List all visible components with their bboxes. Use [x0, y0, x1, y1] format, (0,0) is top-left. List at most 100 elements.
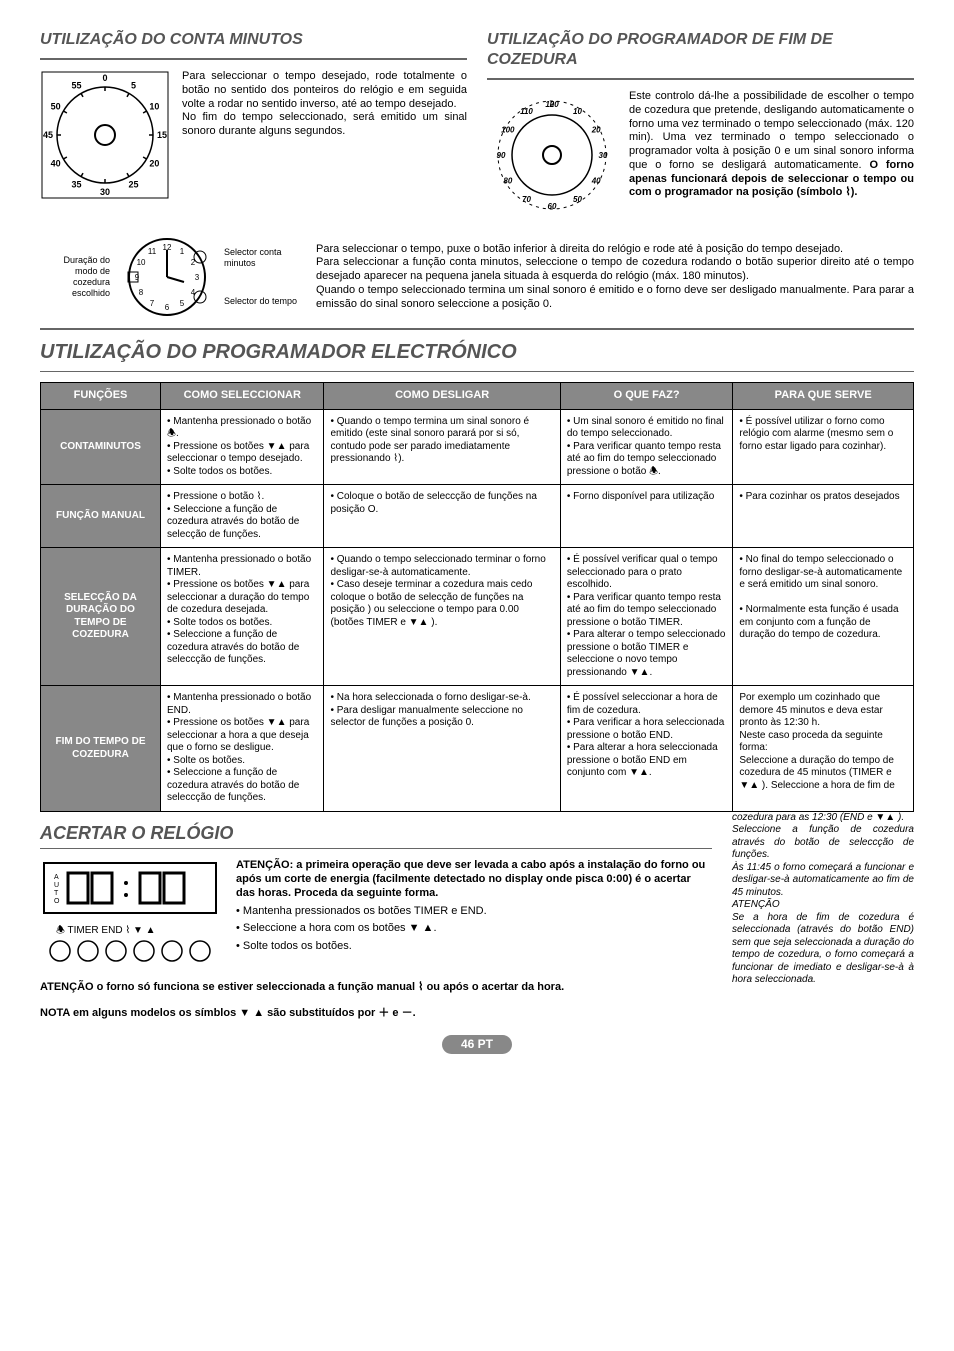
digital-display-icon: A U T O 🕭 TIMER END ⌇ ▼ ▲	[40, 859, 220, 969]
svg-text:8: 8	[139, 288, 144, 297]
svg-text:100: 100	[501, 126, 515, 135]
svg-text:120: 120	[545, 100, 559, 109]
table-cell: • É possível seleccionar a hora de fim d…	[560, 686, 733, 812]
table-cell: • Pressione o botão ⌇.• Seleccione a fun…	[161, 485, 324, 548]
table-cell: • Um sinal sonoro é emitido no final do …	[560, 409, 733, 485]
table-cell: • Mantenha pressionado o botão 🕭.• Press…	[161, 409, 324, 485]
svg-text:T: T	[54, 890, 59, 897]
bullet-item: • Mantenha pressionados os botões TIMER …	[236, 905, 712, 919]
page-number: 46 PT	[442, 1035, 512, 1054]
divider	[40, 58, 467, 60]
table-cell: • Na hora seleccionada o forno desligar-…	[324, 686, 560, 812]
svg-text:7: 7	[150, 299, 155, 308]
table-cell: • Mantenha pressionado o botão TIMER.• P…	[161, 548, 324, 686]
note-symbols: NOTA em alguns modelos os símblos ▼ ▲ sã…	[40, 1007, 712, 1021]
clock-right-labels: Selector conta minutos Selector do tempo	[224, 247, 304, 307]
lower-grid: ACERTAR O RELÓGIO A U T O 🕭 TIMER END ⌇ …	[40, 812, 914, 1021]
table-cell: • Mantenha pressionado o botão END.• Pre…	[161, 686, 324, 812]
svg-text:10: 10	[137, 258, 146, 267]
svg-text:🕭 TIMER END ⌇ ▼ ▲: 🕭 TIMER END ⌇ ▼ ▲	[56, 925, 156, 936]
table-func-cell: FIM DO TEMPO DE COZEDURA	[41, 686, 161, 812]
table-cell: • É possível verificar qual o tempo sele…	[560, 548, 733, 686]
analog-clock-icon: 123456789101112	[122, 232, 212, 322]
bullet-item: • Solte todos os botões.	[236, 940, 712, 954]
clock-left-label: Duração do modo de cozedura escolhido	[40, 255, 110, 300]
text-fim-cozedura: Este controlo dá-lhe a possibilidade de …	[629, 90, 914, 220]
dial-minutes-icon: 0 5 10 15 20 25 30 35 40 45 50 55	[40, 70, 170, 200]
title-fim-cozedura: UTILIZAÇÃO DO PROGRAMADOR DE FIM DE COZE…	[487, 30, 914, 70]
table-cell: • É possível utilizar o forno como relóg…	[733, 409, 914, 485]
svg-text:50: 50	[573, 195, 582, 204]
svg-text:9: 9	[135, 273, 140, 282]
svg-text:15: 15	[157, 130, 167, 140]
svg-text:60: 60	[548, 202, 557, 211]
clock-set-lead: ATENÇÃO: a primeira operação que deve se…	[236, 859, 712, 900]
svg-text:20: 20	[591, 126, 601, 135]
bullet-item: • Seleccione a hora com os botões ▼ ▲.	[236, 922, 712, 936]
svg-text:35: 35	[71, 179, 81, 189]
clock-diagram-row: Duração do modo de cozedura escolhido 12…	[40, 232, 914, 322]
svg-text:55: 55	[71, 81, 81, 91]
svg-text:40: 40	[591, 177, 601, 186]
svg-text:11: 11	[148, 247, 157, 256]
right-continuation-note: cozedura para as 12:30 (END e ▼▲ ).Selec…	[724, 812, 914, 1021]
table-row: CONTAMINUTOS• Mantenha pressionado o bot…	[41, 409, 914, 485]
svg-text:O: O	[54, 898, 60, 905]
svg-text:6: 6	[165, 303, 170, 312]
table-cell: Por exemplo um cozinhado que demore 45 m…	[733, 686, 914, 812]
svg-text:A: A	[54, 874, 59, 881]
lower-left-col: ACERTAR O RELÓGIO A U T O 🕭 TIMER END ⌇ …	[40, 812, 712, 1021]
svg-text:80: 80	[503, 177, 512, 186]
divider	[40, 848, 712, 849]
warn-manual-function: ATENÇÃO o forno só funciona se estiver s…	[40, 981, 712, 995]
svg-text:U: U	[54, 882, 59, 889]
top-row: UTILIZAÇÃO DO CONTA MINUTOS 0 5 10 15 20 25 30…	[40, 30, 914, 220]
divider	[40, 328, 914, 330]
table-func-cell: CONTAMINUTOS	[41, 409, 161, 485]
table-header: PARA QUE SERVE	[733, 383, 914, 410]
clock-paragraph: Para seleccionar o tempo, puxe o botão i…	[316, 243, 914, 312]
title-conta-minutos: UTILIZAÇÃO DO CONTA MINUTOS	[40, 30, 467, 50]
svg-text:4: 4	[191, 288, 196, 297]
table-row: FUNÇÃO MANUAL• Pressione o botão ⌇.• Sel…	[41, 485, 914, 548]
text-conta-minutos: Para seleccionar o tempo desejado, rode …	[182, 70, 467, 200]
table-cell: • Coloque o botão de seleccção de funçõe…	[324, 485, 560, 548]
dial-end-icon: 0102030405060708090100110120	[487, 90, 617, 220]
warn1-text: ATENÇÃO o forno só funciona se estiver s…	[40, 981, 564, 993]
svg-text:30: 30	[599, 151, 608, 160]
table-func-cell: FUNÇÃO MANUAL	[41, 485, 161, 548]
table-cell: • No final do tempo seleccionado o forno…	[733, 548, 914, 686]
table-cell: • Quando o tempo seleccionado terminar o…	[324, 548, 560, 686]
timer-block-right: 0102030405060708090100110120 Este contro…	[487, 90, 914, 220]
svg-text:30: 30	[100, 187, 110, 197]
col-conta-minutos: UTILIZAÇÃO DO CONTA MINUTOS 0 5 10 15 20 25 30…	[40, 30, 467, 220]
divider	[487, 78, 914, 80]
svg-text:20: 20	[149, 159, 159, 169]
table-header: COMO DESLIGAR	[324, 383, 560, 410]
label-selector-tempo: Selector do tempo	[224, 296, 304, 307]
svg-text:25: 25	[128, 179, 138, 189]
table-row: SELECÇÃO DA DURAÇÃO DO TEMPO DE COZEDURA…	[41, 548, 914, 686]
svg-text:50: 50	[51, 102, 61, 112]
table-header: FUNÇÕES	[41, 383, 161, 410]
title-acertar-relogio: ACERTAR O RELÓGIO	[40, 822, 712, 845]
col-fim-cozedura: UTILIZAÇÃO DO PROGRAMADOR DE FIM DE COZE…	[487, 30, 914, 220]
clock-set-row: A U T O 🕭 TIMER END ⌇ ▼ ▲ ATENÇÃO: a pri…	[40, 859, 712, 969]
svg-text:5: 5	[131, 81, 136, 91]
svg-text:1: 1	[180, 247, 185, 256]
functions-table: FUNÇÕESCOMO SELECCIONARCOMO DESLIGARO QU…	[40, 382, 914, 812]
svg-text:40: 40	[51, 159, 61, 169]
svg-text:45: 45	[43, 130, 53, 140]
table-cell: • Quando o tempo termina um sinal sonoro…	[324, 409, 560, 485]
divider	[40, 371, 914, 372]
title-programador-electronico: UTILIZAÇÃO DO PROGRAMADOR ELECTRÓNICO	[40, 340, 914, 365]
svg-text:90: 90	[497, 151, 506, 160]
svg-text:0: 0	[102, 73, 107, 83]
svg-text:110: 110	[520, 107, 533, 116]
svg-text:10: 10	[573, 107, 582, 116]
svg-text:70: 70	[522, 195, 531, 204]
label-selector-conta: Selector conta minutos	[224, 247, 304, 270]
svg-text:10: 10	[149, 102, 159, 112]
svg-text:3: 3	[195, 273, 200, 282]
table-func-cell: SELECÇÃO DA DURAÇÃO DO TEMPO DE COZEDURA	[41, 548, 161, 686]
